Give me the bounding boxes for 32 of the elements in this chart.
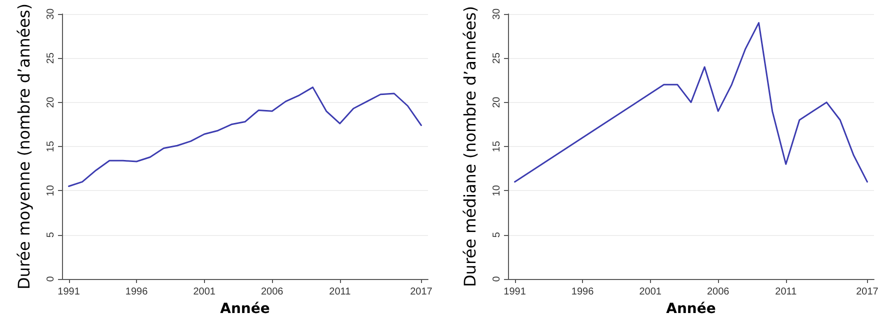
x-tick-label: 2006: [706, 286, 730, 298]
y-tick-label: 25: [492, 52, 502, 64]
y-tick-label: 15: [46, 140, 56, 152]
x-axis-title: Année: [220, 300, 270, 317]
y-axis-title: Durée moyenne (nombre d’années): [14, 3, 34, 290]
x-tick-label: 2017: [856, 286, 879, 298]
y-tick-label: 20: [492, 96, 502, 108]
y-tick-label: 30: [492, 8, 502, 20]
x-tick-label: 2011: [775, 286, 798, 298]
x-tick-label: 2001: [639, 286, 662, 298]
y-tick-label: 10: [46, 184, 56, 196]
line-series: [514, 22, 868, 183]
x-tick-label: 1996: [125, 286, 148, 298]
y-tick-label: 25: [46, 52, 56, 64]
y-tick-label: 15: [492, 140, 502, 152]
x-tick-label: 2017: [410, 286, 433, 298]
x-tick-label: 1991: [504, 286, 526, 298]
y-tick-label: 20: [46, 96, 56, 108]
x-tick-label: 1996: [571, 286, 594, 298]
x-tick-label: 2006: [260, 286, 284, 298]
x-tick-label: 1991: [58, 286, 80, 298]
line-series: [68, 86, 422, 187]
y-tick-label: 5: [46, 232, 56, 238]
y-tick-label: 0: [46, 276, 56, 282]
y-tick-label: 10: [492, 184, 502, 196]
y-axis-title: Durée médiane (nombre d’années): [460, 6, 480, 288]
y-tick-label: 30: [46, 8, 56, 20]
y-tick-label: 5: [492, 232, 502, 238]
x-tick-label: 2011: [329, 286, 352, 298]
x-tick-label: 2001: [193, 286, 216, 298]
y-tick-label: 0: [492, 276, 502, 282]
x-axis-title: Année: [666, 300, 716, 317]
